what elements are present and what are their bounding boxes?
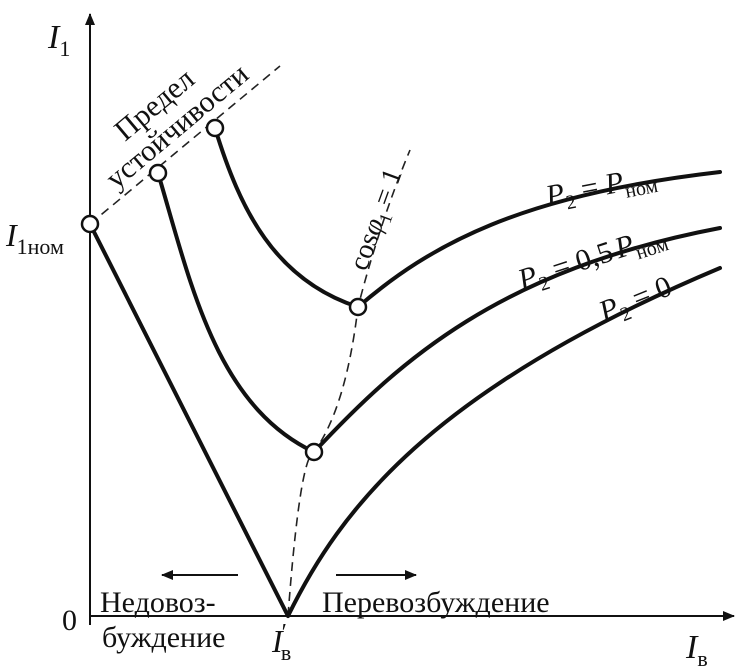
label-unity-power-factor: cosφ1 = 1 xyxy=(343,165,411,276)
point-rated-current xyxy=(80,214,100,234)
x-axis-label: Iв xyxy=(685,629,708,669)
curve-rated-load xyxy=(213,126,722,309)
curve-no-load-right xyxy=(286,266,722,618)
point-stability-half-load xyxy=(148,163,168,183)
point-unity-pf-rated-load xyxy=(348,297,368,317)
label-over-excitation: Перевозбуждение xyxy=(322,586,550,619)
stability-limit-line xyxy=(89,65,281,225)
excitation-point-label: I′ в xyxy=(271,620,291,665)
unity-power-factor-line xyxy=(287,149,411,617)
curve-no-load-left xyxy=(88,222,290,618)
origin-label: 0 xyxy=(62,604,77,637)
rated-current-label: I1ном xyxy=(5,217,64,259)
label-under-excitation-line1: Недовоз- xyxy=(100,586,216,619)
point-stability-rated-load xyxy=(205,118,225,138)
label-rated-load: P2 = Pном xyxy=(542,159,660,218)
point-unity-pf-half-load xyxy=(304,442,324,462)
label-no-load: P2 = 0 xyxy=(593,270,678,334)
y-axis-label: I1 xyxy=(47,19,70,61)
label-under-excitation-line2: буждение xyxy=(102,621,225,654)
curve-half-load xyxy=(156,171,722,454)
